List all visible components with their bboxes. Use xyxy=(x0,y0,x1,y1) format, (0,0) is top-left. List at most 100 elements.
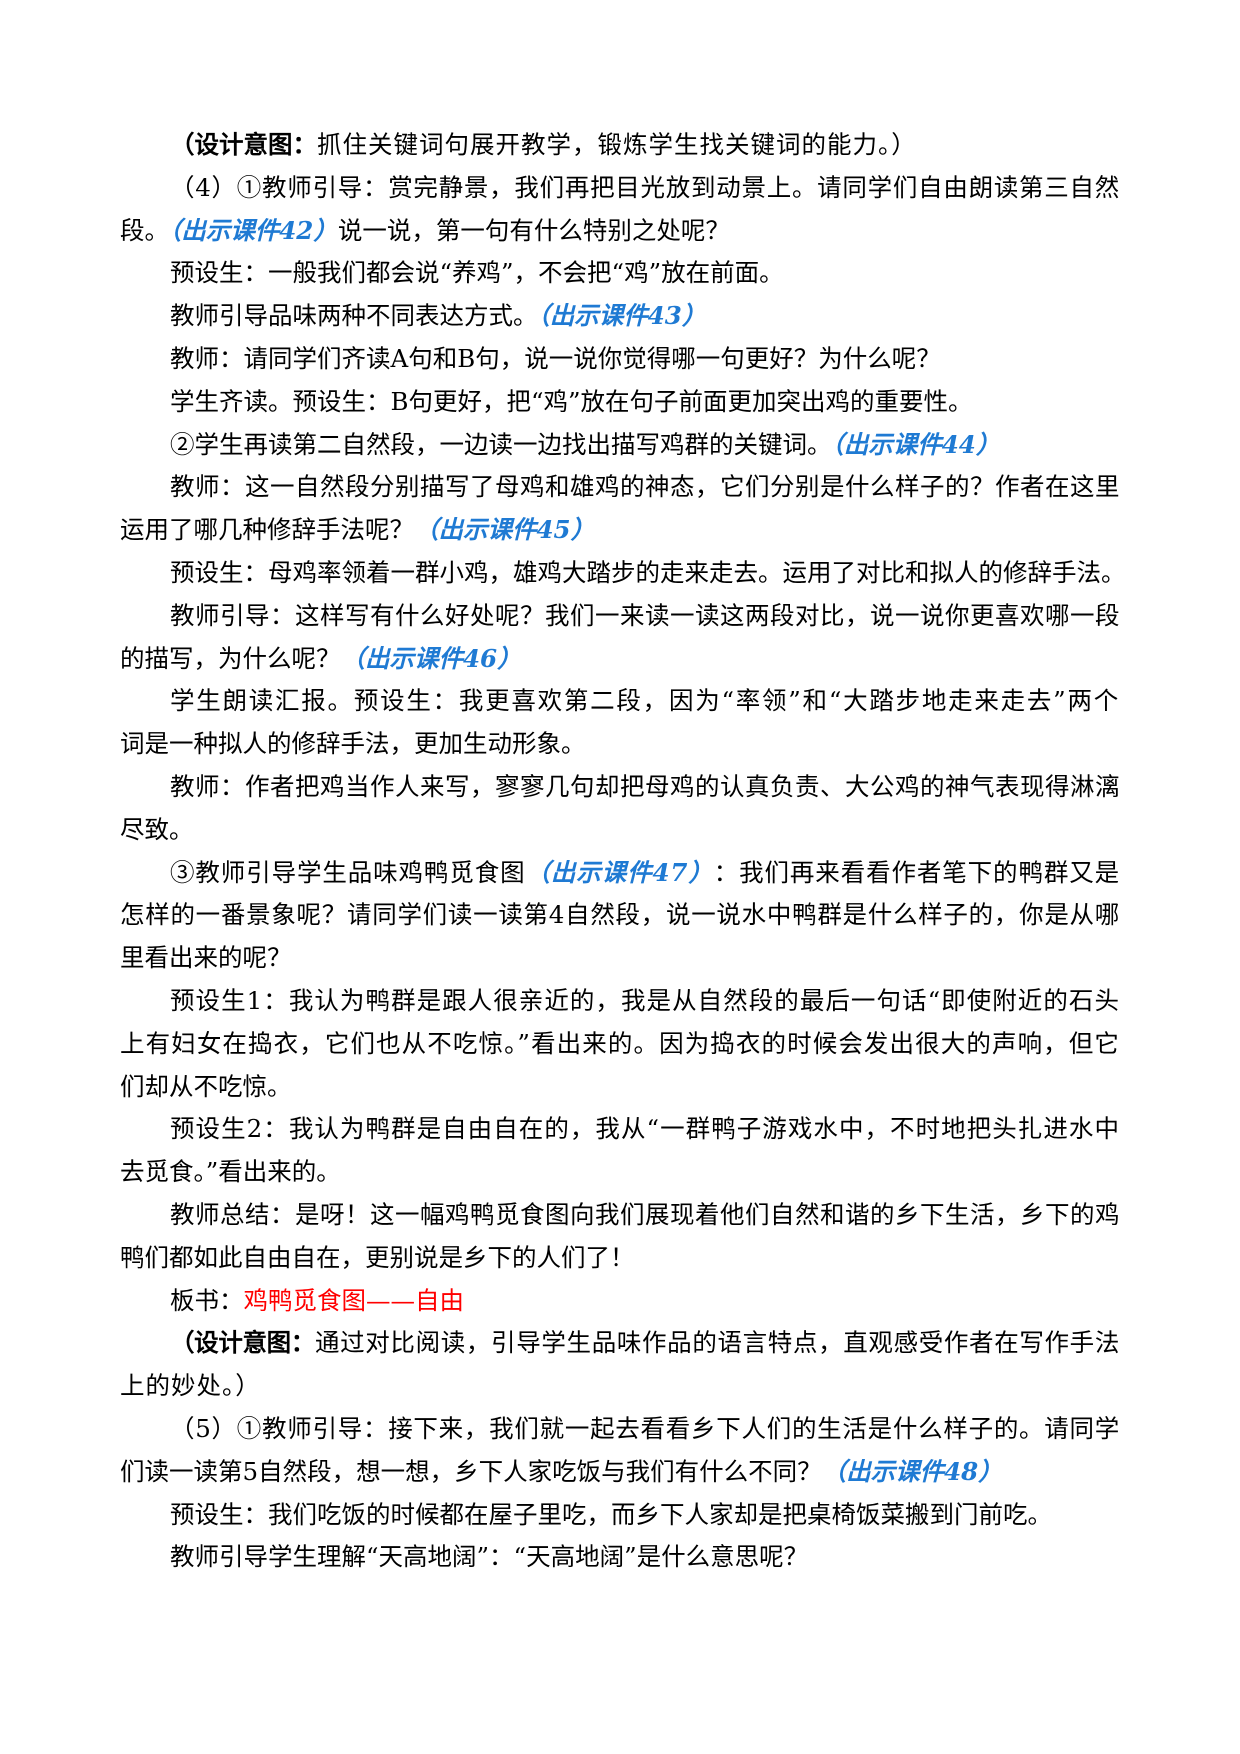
text-line-content: 预设生1：我认为鸭群是跟人很亲近的，我是从自然段的最后一句话“即使附近的石头 xyxy=(170,980,1120,1023)
body-text: 预设生：母鸡率领着一群小鸡，雄鸡大踏步的走来走去。运用了对比和拟人的修辞手法。 xyxy=(170,557,1126,587)
text-line-content: 里看出来的呢？ xyxy=(120,937,292,980)
body-text: 们读一读第5自然段，想一想，乡下人家吃饭与我们有什么不同？ xyxy=(120,1456,822,1486)
text-line-content: 教师总结：是呀！这一幅鸡鸭觅食图向我们展现着他们自然和谐的乡下生活，乡下的鸡 xyxy=(170,1194,1120,1237)
body-text: 教师总结：是呀！这一幅鸡鸭觅食图向我们展现着他们自然和谐的乡下生活，乡下的鸡 xyxy=(170,1199,1120,1229)
text-line-content: 预设生：一般我们都会说“养鸡”，不会把“鸡”放在前面。 xyxy=(170,252,784,295)
text-line: 们读一读第5自然段，想一想，乡下人家吃饭与我们有什么不同？（出示课件48） xyxy=(120,1451,1120,1494)
text-line: ③教师引导学生品味鸡鸭觅食图（出示课件47）：我们再来看看作者笔下的鸭群又是 xyxy=(120,852,1120,895)
text-line: 教师：这一自然段分别描写了母鸡和雄鸡的神态，它们分别是什么样子的？作者在这里 xyxy=(120,466,1120,509)
body-text: 尽致。 xyxy=(120,814,194,844)
design-intent-text: 上的妙处。） xyxy=(120,1371,261,1401)
text-line: 预设生：母鸡率领着一群小鸡，雄鸡大踏步的走来走去。运用了对比和拟人的修辞手法。 xyxy=(120,552,1126,595)
body-text: 教师：这一自然段分别描写了母鸡和雄鸡的神态，它们分别是什么样子的？作者在这里 xyxy=(170,472,1120,502)
text-line-content: 预设生：我们吃饭的时候都在屋子里吃，而乡下人家却是把桌椅饭菜搬到门前吃。 xyxy=(170,1494,1052,1537)
text-line-content: 预设生：母鸡率领着一群小鸡，雄鸡大踏步的走来走去。运用了对比和拟人的修辞手法。 xyxy=(170,552,1126,595)
text-line-content: 的描写，为什么呢？（出示课件46） xyxy=(120,638,522,681)
text-line-content: 教师：请同学们齐读A句和B句，说一说你觉得哪一句更好？为什么呢？ xyxy=(170,338,941,381)
text-line: 段。（出示课件42）说一说，第一句有什么特别之处呢？ xyxy=(120,210,1120,253)
body-text: 里看出来的呢？ xyxy=(120,943,292,973)
text-line-content: （4）①教师引导：赏完静景，我们再把目光放到动景上。请同学们自由朗读第三自然 xyxy=(170,167,1120,210)
text-line-content: 教师引导：这样写有什么好处呢？我们一来读一读这两段对比，说一说你更喜欢哪一段 xyxy=(170,595,1120,638)
text-line-content: 学生齐读。预设生：B句更好，把“鸡”放在句子前面更加突出鸡的重要性。 xyxy=(170,381,973,424)
body-text: 鸭们都如此自由自在，更别说是乡下的人们了！ xyxy=(120,1242,635,1272)
body-text: ②学生再读第二自然段，一边读一边找出描写鸡群的关键词。 xyxy=(170,429,832,459)
document-body: （设计意图：抓住关键词句展开教学，锻炼学生找关键词的能力。） （4）①教师引导：赏… xyxy=(120,124,1126,1579)
body-text: （4）①教师引导：赏完静景，我们再把目光放到动景上。请同学们自由朗读第三自然 xyxy=(170,172,1120,202)
text-line: 上有妇女在捣衣，它们也从不吃惊。”看出来的。因为捣衣的时候会发出很大的声响，但它 xyxy=(120,1023,1120,1066)
body-text: 运用了哪几种修辞手法呢？ xyxy=(120,515,414,545)
body-text: 词是一种拟人的修辞手法，更加生动形象。 xyxy=(120,729,586,759)
text-line: （5）①教师引导：接下来，我们就一起去看看乡下人们的生活是什么样子的。请同学 xyxy=(120,1408,1120,1451)
text-line: 去觅食。”看出来的。 xyxy=(120,1151,1120,1194)
body-text: 教师引导：这样写有什么好处呢？我们一来读一读这两段对比，说一说你更喜欢哪一段 xyxy=(170,600,1120,630)
text-line: 教师总结：是呀！这一幅鸡鸭觅食图向我们展现着他们自然和谐的乡下生活，乡下的鸡 xyxy=(120,1194,1120,1237)
text-line-content: 教师引导学生理解“天高地阔”：“天高地阔”是什么意思呢？ xyxy=(170,1536,808,1579)
text-line: （设计意图：抓住关键词句展开教学，锻炼学生找关键词的能力。） xyxy=(120,124,1120,167)
body-text: 预设生：我们吃饭的时候都在屋子里吃，而乡下人家却是把桌椅饭菜搬到门前吃。 xyxy=(170,1499,1052,1529)
body-text: ③教师引导学生品味鸡鸭觅食图 xyxy=(170,857,526,887)
text-line-content: 们却从不吃惊。 xyxy=(120,1066,292,1109)
text-line: ②学生再读第二自然段，一边读一边找出描写鸡群的关键词。（出示课件44） xyxy=(120,424,1120,467)
courseware-reference: （出示课件48） xyxy=(821,1456,1003,1486)
text-line-content: 上的妙处。） xyxy=(120,1365,261,1408)
text-line-content: ③教师引导学生品味鸡鸭觅食图（出示课件47）：我们再来看看作者笔下的鸭群又是 xyxy=(170,852,1120,895)
text-line: 上的妙处。） xyxy=(120,1365,1120,1408)
text-line-content: 们读一读第5自然段，想一想，乡下人家吃饭与我们有什么不同？（出示课件48） xyxy=(120,1451,1003,1494)
design-intent-text: 抓住关键词句展开教学，锻炼学生找关键词的能力。） xyxy=(317,130,917,159)
text-line-content: 运用了哪几种修辞手法呢？（出示课件45） xyxy=(120,509,595,552)
body-text: 教师：作者把鸡当作人来写，寥寥几句却把母鸡的认真负责、大公鸡的神气表现得淋漓 xyxy=(170,771,1120,801)
text-line-content: （设计意图：抓住关键词句展开教学，锻炼学生找关键词的能力。） xyxy=(170,124,917,167)
body-text: 上有妇女在捣衣，它们也从不吃惊。”看出来的。因为捣衣的时候会发出很大的声响，但它 xyxy=(120,1028,1120,1058)
courseware-reference: （出示课件46） xyxy=(340,643,522,673)
courseware-reference: （出示课件45） xyxy=(414,515,596,545)
text-line: 板书：鸡鸭觅食图——自由 xyxy=(120,1280,1120,1323)
courseware-reference: （出示课件43） xyxy=(537,301,707,331)
body-text: 学生朗读汇报。预设生：我更喜欢第二段，因为“率领”和“大踏步地走来走去”两个 xyxy=(170,686,1120,716)
text-line-content: 预设生2：我认为鸭群是自由自在的，我从“一群鸭子游戏水中，不时地把头扎进水中 xyxy=(170,1108,1120,1151)
blackboard-text: 鸡鸭觅食图——自由 xyxy=(243,1285,465,1315)
body-text: 教师：请同学们齐读A句和B句，说一说你觉得哪一句更好？为什么呢？ xyxy=(170,343,941,373)
text-line: 教师：请同学们齐读A句和B句，说一说你觉得哪一句更好？为什么呢？ xyxy=(120,338,1120,381)
text-line-content: ②学生再读第二自然段，一边读一边找出描写鸡群的关键词。（出示课件44） xyxy=(170,424,1000,467)
text-line: 的描写，为什么呢？（出示课件46） xyxy=(120,638,1120,681)
text-line-content: （5）①教师引导：接下来，我们就一起去看看乡下人们的生活是什么样子的。请同学 xyxy=(170,1408,1120,1451)
text-line-content: 教师：这一自然段分别描写了母鸡和雄鸡的神态，它们分别是什么样子的？作者在这里 xyxy=(170,466,1120,509)
text-line: 预设生：我们吃饭的时候都在屋子里吃，而乡下人家却是把桌椅饭菜搬到门前吃。 xyxy=(120,1494,1120,1537)
text-line-content: 去觅食。”看出来的。 xyxy=(120,1151,341,1194)
body-text: 板书： xyxy=(170,1285,244,1315)
text-line: 教师引导品味两种不同表达方式。（出示课件43） xyxy=(120,295,1120,338)
text-line: 预设生：一般我们都会说“养鸡”，不会把“鸡”放在前面。 xyxy=(120,252,1120,295)
body-text: 去觅食。”看出来的。 xyxy=(120,1157,341,1187)
design-intent-text: 通过对比阅读，引导学生品味作品的语言特点，直观感受作者在写作手法 xyxy=(314,1328,1121,1358)
text-line: 们却从不吃惊。 xyxy=(120,1066,1120,1109)
text-line: 词是一种拟人的修辞手法，更加生动形象。 xyxy=(120,723,1120,766)
text-line: （4）①教师引导：赏完静景，我们再把目光放到动景上。请同学们自由朗读第三自然 xyxy=(120,167,1120,210)
text-line-content: 学生朗读汇报。预设生：我更喜欢第二段，因为“率领”和“大踏步地走来走去”两个 xyxy=(170,680,1120,723)
body-text: 教师引导学生理解“天高地阔”：“天高地阔”是什么意思呢？ xyxy=(170,1542,809,1572)
text-line-content: 词是一种拟人的修辞手法，更加生动形象。 xyxy=(120,723,586,766)
text-line: 教师：作者把鸡当作人来写，寥寥几句却把母鸡的认真负责、大公鸡的神气表现得淋漓 xyxy=(120,766,1120,809)
text-line: 里看出来的呢？ xyxy=(120,937,1120,980)
text-line: （设计意图：通过对比阅读，引导学生品味作品的语言特点，直观感受作者在写作手法 xyxy=(120,1322,1120,1365)
body-text: 学生齐读。预设生：B句更好，把“鸡”放在句子前面更加突出鸡的重要性。 xyxy=(170,386,973,416)
text-line: 预设生1：我认为鸭群是跟人很亲近的，我是从自然段的最后一句话“即使附近的石头 xyxy=(120,980,1120,1023)
courseware-reference: （出示课件42） xyxy=(169,215,338,245)
design-intent-label: （设计意图： xyxy=(170,1328,315,1358)
text-line: 教师引导学生理解“天高地阔”：“天高地阔”是什么意思呢？ xyxy=(120,1536,1120,1579)
body-text: 教师引导品味两种不同表达方式。 xyxy=(170,301,538,331)
body-text: 说一说，第一句有什么特别之处呢？ xyxy=(337,215,730,245)
body-text: 预设生：一般我们都会说“养鸡”，不会把“鸡”放在前面。 xyxy=(170,258,784,288)
courseware-reference: （出示课件44） xyxy=(831,429,1001,459)
text-line-content: 板书：鸡鸭觅食图——自由 xyxy=(170,1280,464,1323)
text-line-content: 鸭们都如此自由自在，更别说是乡下的人们了！ xyxy=(120,1237,635,1280)
body-text: 的描写，为什么呢？ xyxy=(120,643,341,673)
text-line-content: 教师：作者把鸡当作人来写，寥寥几句却把母鸡的认真负责、大公鸡的神气表现得淋漓 xyxy=(170,766,1120,809)
body-text: 预设生2：我认为鸭群是自由自在的，我从“一群鸭子游戏水中，不时地把头扎进水中 xyxy=(170,1114,1120,1144)
body-text: 们却从不吃惊。 xyxy=(120,1071,292,1101)
text-line: 学生齐读。预设生：B句更好，把“鸡”放在句子前面更加突出鸡的重要性。 xyxy=(120,381,1120,424)
body-text: 预设生1：我认为鸭群是跟人很亲近的，我是从自然段的最后一句话“即使附近的石头 xyxy=(170,985,1120,1015)
courseware-reference: （出示课件47） xyxy=(525,857,714,887)
design-intent-label: （设计意图： xyxy=(170,130,317,159)
text-line: 怎样的一番景象呢？请同学们读一读第4自然段，说一说水中鸭群是什么样子的，你是从哪 xyxy=(120,894,1120,937)
text-line: 鸭们都如此自由自在，更别说是乡下的人们了！ xyxy=(120,1237,1120,1280)
